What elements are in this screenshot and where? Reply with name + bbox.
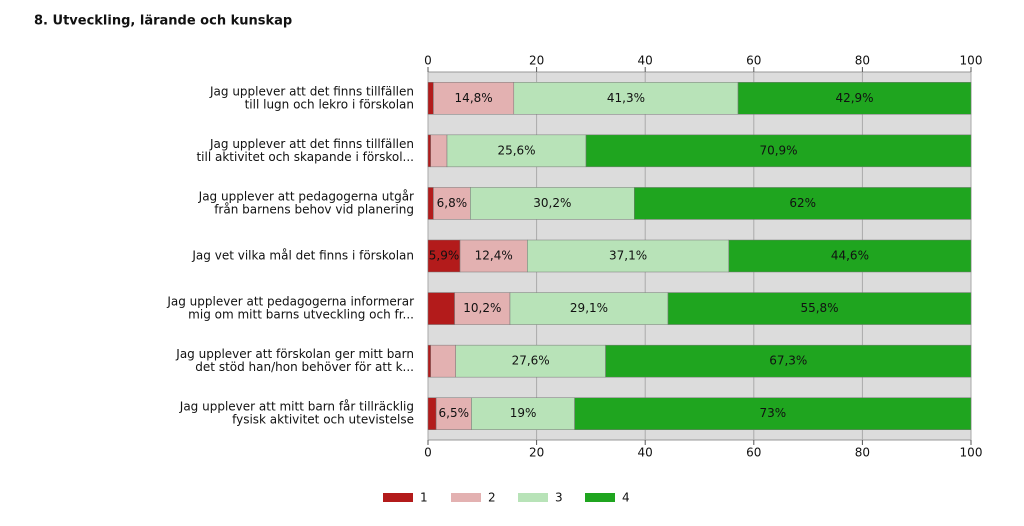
value-label: 12,4% [475,249,513,263]
value-label: 25,6% [497,143,535,157]
category-label: Jag upplever att mitt barn får tillräckl… [179,400,414,414]
bar-segment [585,134,972,168]
legend-swatch [518,493,548,502]
value-label: 70,9% [759,143,797,157]
x-tick-label: 100 [960,54,983,68]
bar-segment [427,239,461,273]
category-label: till aktivitet och skapande i förskol... [196,150,414,164]
x-tick-label: 80 [855,54,870,68]
x-tick-label: 0 [424,446,432,460]
bar-segment [433,82,515,115]
bar-segment [509,292,669,325]
legend-label: 2 [488,491,496,505]
bar-segment [459,239,528,273]
category-label: Jag upplever att det finns tillfällen [209,137,414,151]
bar-segment [471,397,575,430]
chart-title: 8. Utveckling, lärande och kunskap [34,14,292,29]
bar-segment [513,82,739,115]
bar-segment [737,82,972,115]
bar-segment [634,187,972,220]
value-label: 67,3% [769,354,807,368]
bar-segment [430,134,448,168]
x-tick-label: 60 [746,54,761,68]
bar-segment [427,292,455,325]
value-label: 19% [510,406,537,420]
bar-segment [454,292,511,325]
legend-label: 3 [555,491,563,505]
x-tick-label: 20 [529,446,544,460]
value-label: 55,8% [800,301,838,315]
category-label: fysisk aktivitet och utevistelse [232,413,414,427]
x-tick-label: 40 [638,54,653,68]
category-label: Jag upplever att pedagogerna informerar [166,295,414,309]
value-label: 42,9% [835,91,873,105]
bar-segment [728,239,972,273]
x-tick-label: 100 [960,446,983,460]
legend-label: 1 [420,491,428,505]
value-label: 14,8% [455,91,493,105]
bar-segment [527,239,730,273]
x-tick-label: 20 [529,54,544,68]
value-label: 37,1% [609,249,647,263]
value-label: 10,2% [463,301,501,315]
category-label: Jag vet vilka mål det finns i förskolan [191,249,414,263]
bar-segment [427,82,434,115]
value-label: 6,8% [437,196,468,210]
bar-segment [427,397,437,430]
category-label: Jag upplever att förskolan ger mitt barn [175,347,414,361]
legend-swatch [451,493,481,502]
value-label: 62% [789,196,816,210]
value-label: 29,1% [570,301,608,315]
bar-segment [605,344,972,378]
bar-segment [574,397,972,430]
category-label: mig om mitt barns utveckling och fr... [188,308,414,322]
category-label: från barnens behov vid planering [214,202,414,216]
x-tick-label: 60 [746,446,761,460]
bar-segment [667,292,972,325]
x-tick-label: 40 [638,446,653,460]
bar-segment [435,397,472,430]
bar-segment [427,134,431,168]
value-label: 27,6% [512,354,550,368]
category-label: Jag upplever att det finns tillfällen [209,84,414,98]
value-label: 5,9% [429,249,460,263]
category-label: Jag upplever att pedagogerna utgår [198,189,414,203]
value-label: 73% [759,406,786,420]
category-label: det stöd han/hon behöver för att k... [195,360,414,374]
legend-label: 4 [622,491,630,505]
category-label: till lugn och lekro i förskolan [245,97,414,111]
legend-swatch [383,493,413,502]
bar-segment [427,187,434,220]
x-tick-label: 80 [855,446,870,460]
value-label: 6,5% [439,406,470,420]
value-label: 41,3% [607,91,645,105]
value-label: 44,6% [831,249,869,263]
value-label: 30,2% [533,196,571,210]
bar-segment [430,344,456,378]
bar-segment [470,187,635,220]
legend-swatch [585,493,615,502]
bar-segment [427,344,431,378]
bar-segment [455,344,606,378]
x-tick-label: 0 [424,54,432,68]
